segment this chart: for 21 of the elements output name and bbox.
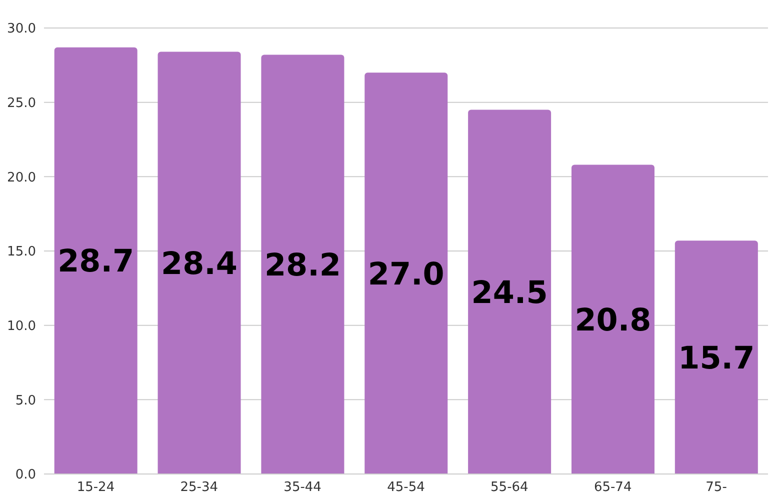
y-tick-label: 5.0 <box>15 393 36 408</box>
data-label: 28.7 <box>58 244 134 280</box>
data-label: 28.2 <box>264 247 341 284</box>
x-tick-label: 75- <box>706 480 728 496</box>
x-tick-label: 45-54 <box>387 480 425 496</box>
y-tick-label: 30.0 <box>7 22 36 37</box>
data-label: 15.7 <box>678 340 755 376</box>
data-label: 28.4 <box>161 246 238 282</box>
x-tick-label: 65-74 <box>594 480 632 496</box>
y-tick-label: 15.0 <box>7 244 36 260</box>
data-label: 27.0 <box>368 256 444 292</box>
x-tick-label: 15-24 <box>76 480 115 496</box>
y-tick-label: 0.0 <box>15 468 36 483</box>
x-tick-label: 25-34 <box>180 480 218 496</box>
data-label: 20.8 <box>574 302 652 338</box>
y-tick-label: 25.0 <box>7 96 36 111</box>
y-tick-label: 20.0 <box>7 170 36 186</box>
data-label: 24.5 <box>471 274 548 311</box>
x-tick-label: 35-44 <box>284 480 322 496</box>
y-tick-label: 10.0 <box>7 318 36 334</box>
x-tick-label: 55-64 <box>490 480 528 496</box>
